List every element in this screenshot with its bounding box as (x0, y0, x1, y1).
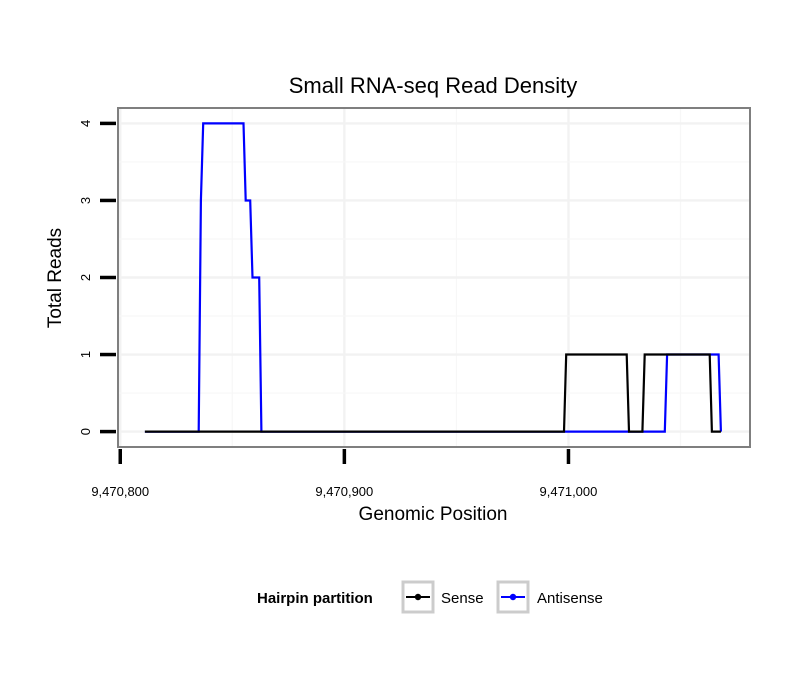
series-line-antisense (144, 122, 722, 433)
x-tick-label-0: 9,470,800 (91, 484, 149, 499)
y-tick-label-2: 2 (78, 274, 93, 281)
legend: Hairpin partition Sense Antisense (257, 580, 603, 614)
legend-title: Hairpin partition (257, 590, 373, 607)
y-tick-label-3: 3 (78, 197, 93, 204)
series-layer (144, 122, 722, 433)
legend-key-dot-antisense (509, 593, 517, 601)
chart-title: Small RNA-seq Read Density (289, 73, 578, 98)
x-axis: 9,470,800 9,470,900 9,471,000 (91, 449, 597, 499)
y-tick-label-4: 4 (78, 120, 93, 127)
y-tick-label-0: 0 (78, 428, 93, 435)
x-tick-label-1: 9,470,900 (315, 484, 373, 499)
legend-item-antisense: Antisense (496, 580, 603, 614)
legend-label-sense: Sense (441, 590, 484, 607)
legend-label-antisense: Antisense (537, 590, 603, 607)
y-tick-label-1: 1 (78, 351, 93, 358)
grid-lines (118, 108, 750, 447)
plot-border (117, 107, 751, 448)
y-axis: 0 1 2 3 4 (78, 120, 116, 435)
x-tick-label-2: 9,471,000 (540, 484, 598, 499)
legend-key-dot-sense (414, 593, 422, 601)
legend-item-sense: Sense (401, 580, 484, 614)
y-axis-label: Total Reads (45, 228, 66, 328)
series-line-sense (144, 353, 721, 433)
x-axis-label: Genomic Position (359, 504, 508, 525)
